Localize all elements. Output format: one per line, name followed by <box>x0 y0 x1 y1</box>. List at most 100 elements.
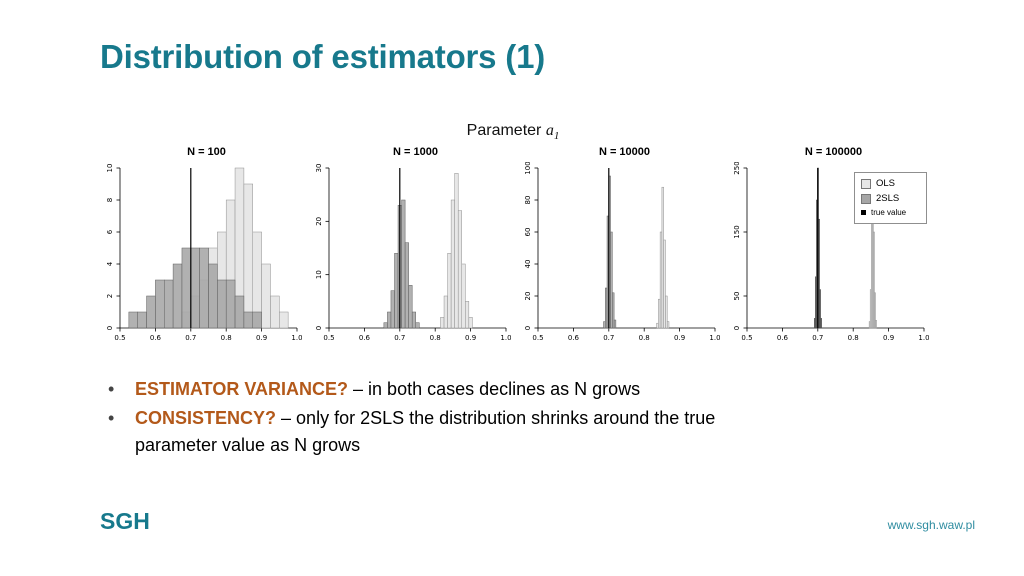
hist-bar <box>612 292 615 329</box>
y-tick-label: 2 <box>106 294 114 298</box>
hist-bar <box>613 319 617 329</box>
panel-title: N = 10000 <box>598 146 651 158</box>
bullet-text: – only for 2SLS the distribution shrinks… <box>135 408 716 455</box>
hist-bar <box>454 173 459 329</box>
hist-bar <box>172 263 183 329</box>
hist-bar <box>408 285 413 329</box>
hist-bar <box>450 199 455 329</box>
hist-bar <box>217 279 227 329</box>
series-ols <box>868 180 877 329</box>
y-tick-label: 6 <box>106 229 114 234</box>
hist-bar <box>605 287 608 329</box>
x-tick-label: 0.5 <box>323 334 334 342</box>
hist-bar <box>243 183 253 329</box>
legend-label: true value <box>871 208 907 217</box>
x-tick-label: 1.0 <box>918 334 929 342</box>
chart-super-title: Parameter a1 <box>93 122 933 142</box>
y-tick-label: 100 <box>524 162 532 175</box>
x-tick-label: 0.7 <box>394 334 405 342</box>
legend-label: 2SLS <box>876 193 900 204</box>
parameter-label: Parameter <box>466 122 542 139</box>
x-tick-label: 0.9 <box>256 334 267 342</box>
hist-bar <box>666 321 670 329</box>
ols-swatch <box>861 178 871 189</box>
hist-bar <box>401 199 406 329</box>
y-tick-label: 150 <box>733 225 741 238</box>
series-2sls <box>603 175 617 329</box>
x-tick-label: 0.7 <box>812 334 823 342</box>
y-tick-label: 8 <box>106 198 114 202</box>
axes <box>534 167 716 332</box>
x-tick-label: 0.9 <box>465 334 476 342</box>
panel-title: N = 1000 <box>393 146 438 158</box>
hist-bar <box>261 263 271 329</box>
hist-bar <box>390 290 395 329</box>
y-tick-label: 0 <box>733 326 741 330</box>
hist-bar <box>270 295 280 329</box>
histogram-plot: 0.5 0.6 0.7 0.8 0.9 1.0 0 2 4 6 8 10 <box>106 164 302 342</box>
hist-bar <box>663 239 666 329</box>
hist-bar <box>874 292 876 329</box>
legend-item-ols: OLS <box>861 178 921 189</box>
x-tick-label: 0.7 <box>185 334 196 342</box>
hist-bar <box>208 263 218 329</box>
bullet-item-estimator-variance: ESTIMATOR VARIANCE? – in both cases decl… <box>98 376 758 403</box>
x-tick-label: 0.5 <box>741 334 752 342</box>
histogram-plot: 0.5 0.6 0.7 0.8 0.9 1.0 0 50 150 250 <box>733 162 929 342</box>
y-tick-label: 10 <box>315 270 323 279</box>
hist-bar <box>820 318 822 329</box>
y-tick-label: 60 <box>524 228 532 237</box>
footer-url: www.sgh.waw.pl <box>887 518 975 532</box>
hist-bar <box>279 311 289 329</box>
bullet-item-consistency: CONSISTENCY? – only for 2SLS the distrib… <box>98 405 758 459</box>
hist-bar <box>415 322 420 329</box>
x-tick-label: 0.9 <box>883 334 894 342</box>
histogram-panel-n100000: N = 100000 0.5 0.6 0.7 0.8 0.9 1.0 0 50 150 250 O… <box>720 146 929 346</box>
bullet-lead: CONSISTENCY? <box>135 408 277 428</box>
series-ols <box>656 186 670 329</box>
x-tick-label: 0.5 <box>114 334 125 342</box>
histogram-panel-n1000: N = 1000 0.5 0.6 0.7 0.8 0.9 1.0 0 10 20 30 <box>302 146 511 346</box>
y-tick-label: 40 <box>524 260 532 269</box>
x-tick-label: 0.6 <box>777 334 789 342</box>
hist-bar <box>383 322 388 329</box>
legend-item-true-value: true value <box>861 208 921 217</box>
hist-bar <box>656 322 659 329</box>
y-tick-label: 20 <box>524 292 532 301</box>
bullet-lead: ESTIMATOR VARIANCE? <box>135 379 349 399</box>
x-tick-label: 0.7 <box>603 334 614 342</box>
hist-bar <box>190 247 200 329</box>
legend-item-2sls: 2SLS <box>861 193 921 204</box>
hist-bar <box>447 253 452 329</box>
hist-bar <box>411 311 416 329</box>
hist-bar <box>465 301 470 329</box>
tick-labels: 0.5 0.6 0.7 0.8 0.9 1.0 0 2 4 6 8 10 <box>106 164 302 342</box>
x-tick-label: 0.8 <box>430 334 441 342</box>
hist-bar <box>665 295 668 329</box>
hist-bar <box>387 311 392 329</box>
hist-bar <box>457 210 463 329</box>
panel-title: N = 100 <box>187 146 226 158</box>
hist-bar <box>128 311 138 329</box>
hist-bar <box>461 263 466 329</box>
hist-bar <box>234 295 245 329</box>
parameter-symbol: a1 <box>545 122 560 143</box>
axes <box>743 167 925 332</box>
hist-bar <box>394 253 399 329</box>
tick-labels: 0.5 0.6 0.7 0.8 0.9 1.0 0 10 20 30 <box>315 164 511 342</box>
x-tick-label: 1.0 <box>709 334 720 342</box>
x-tick-label: 0.5 <box>532 334 543 342</box>
axes <box>325 167 507 332</box>
hist-bar <box>146 295 156 329</box>
x-tick-label: 0.9 <box>674 334 685 342</box>
legend-label: OLS <box>876 178 896 189</box>
x-tick-label: 1.0 <box>291 334 302 342</box>
tick-labels: 0.5 0.6 0.7 0.8 0.9 1.0 0 20 40 60 80 100 <box>524 162 720 342</box>
x-tick-label: 1.0 <box>500 334 511 342</box>
hist-bar <box>875 320 877 329</box>
hist-bar <box>610 231 613 329</box>
hist-bar <box>819 289 821 329</box>
hist-bar <box>603 321 606 329</box>
hist-bar <box>225 279 236 329</box>
